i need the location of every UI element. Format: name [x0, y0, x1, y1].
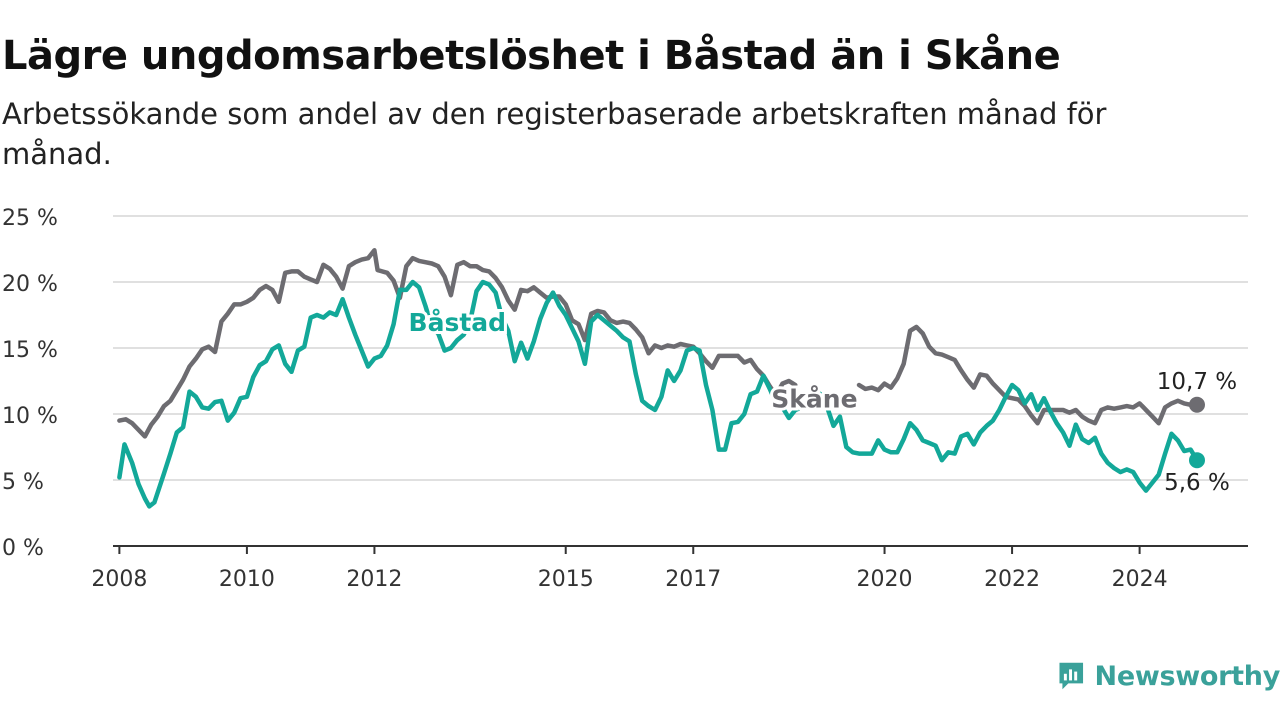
- brand-name: Newsworthy: [1094, 660, 1280, 692]
- x-tick-label: 2015: [538, 567, 594, 592]
- series-label-b-stad: Båstad: [409, 308, 507, 337]
- x-tick-label: 2012: [346, 567, 402, 592]
- series-label-sk-ne: Skåne: [771, 384, 857, 413]
- x-tick-label: 2017: [665, 567, 721, 592]
- x-tick-label: 2008: [91, 567, 147, 592]
- end-value-label-bastad: 5,6 %: [1164, 470, 1230, 496]
- series-end-point-b-stad: [1188, 452, 1205, 469]
- series-line-sk-ne: [117, 248, 1200, 439]
- chart-title: Lägre ungdomsarbetslöshet i Båstad än i …: [2, 33, 1061, 79]
- end-value-label-skane: 10,7 %: [1157, 369, 1237, 395]
- series-line-b-stad: [117, 279, 1200, 509]
- x-tick-label: 2022: [984, 567, 1040, 592]
- y-tick-label: 0 %: [2, 536, 44, 561]
- series-end-point-sk-ne: [1188, 396, 1205, 413]
- newsworthy-logo-icon: [1059, 662, 1084, 690]
- y-tick-label: 20 %: [2, 272, 58, 297]
- y-tick-label: 10 %: [2, 404, 58, 429]
- chart-subtitle: Arbetssökande som andel av den registerb…: [2, 97, 1107, 171]
- y-tick-label: 25 %: [2, 206, 58, 231]
- x-tick-label: 2020: [857, 567, 913, 592]
- y-tick-label: 5 %: [2, 470, 44, 495]
- brand-logo: Newsworthy: [1058, 654, 1280, 698]
- x-tick-label: 2010: [219, 567, 275, 592]
- y-tick-label: 15 %: [2, 338, 58, 363]
- x-tick-label: 2024: [1112, 567, 1168, 592]
